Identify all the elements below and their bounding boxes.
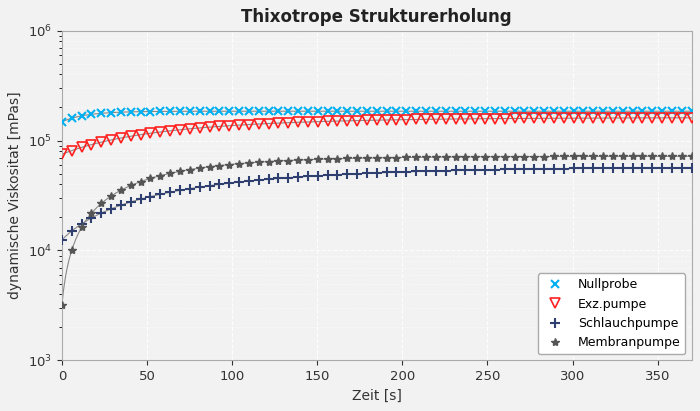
Exz.pumpe: [382, 118, 391, 122]
Line: Exz.pumpe: Exz.pumpe: [57, 113, 696, 159]
Schlauchpumpe: [382, 170, 391, 175]
Exz.pumpe: [668, 115, 676, 120]
Exz.pumpe: [599, 115, 608, 120]
Nullprobe: [323, 109, 332, 114]
Exz.pumpe: [205, 125, 214, 129]
Exz.pumpe: [57, 152, 66, 157]
Membranpumpe: [323, 157, 332, 162]
Schlauchpumpe: [245, 179, 253, 184]
Y-axis label: dynamische Viskositat [mPas]: dynamische Viskositat [mPas]: [8, 92, 22, 299]
Line: Schlauchpumpe: Schlauchpumpe: [57, 163, 696, 245]
Nullprobe: [205, 109, 214, 114]
Line: Nullprobe: Nullprobe: [58, 107, 696, 126]
Exz.pumpe: [687, 115, 696, 120]
Schlauchpumpe: [687, 165, 696, 170]
Nullprobe: [57, 119, 66, 124]
Nullprobe: [382, 109, 391, 114]
Nullprobe: [668, 109, 676, 114]
Title: Thixotrope Strukturerholung: Thixotrope Strukturerholung: [241, 8, 512, 26]
Nullprobe: [599, 109, 608, 114]
Schlauchpumpe: [668, 165, 676, 170]
Schlauchpumpe: [205, 183, 214, 188]
Schlauchpumpe: [57, 238, 66, 242]
Nullprobe: [245, 109, 253, 114]
Membranpumpe: [205, 164, 214, 169]
Exz.pumpe: [245, 122, 253, 127]
Line: Membranpumpe: Membranpumpe: [58, 152, 696, 309]
Membranpumpe: [382, 155, 391, 160]
X-axis label: Zeit [s]: Zeit [s]: [352, 389, 402, 403]
Schlauchpumpe: [599, 166, 608, 171]
Membranpumpe: [57, 302, 66, 307]
Membranpumpe: [668, 154, 676, 159]
Membranpumpe: [599, 154, 608, 159]
Legend: Nullprobe, Exz.pumpe, Schlauchpumpe, Membranpumpe: Nullprobe, Exz.pumpe, Schlauchpumpe, Mem…: [538, 273, 685, 354]
Schlauchpumpe: [323, 173, 332, 178]
Membranpumpe: [245, 160, 253, 165]
Nullprobe: [687, 109, 696, 114]
Exz.pumpe: [323, 119, 332, 124]
Membranpumpe: [687, 154, 696, 159]
